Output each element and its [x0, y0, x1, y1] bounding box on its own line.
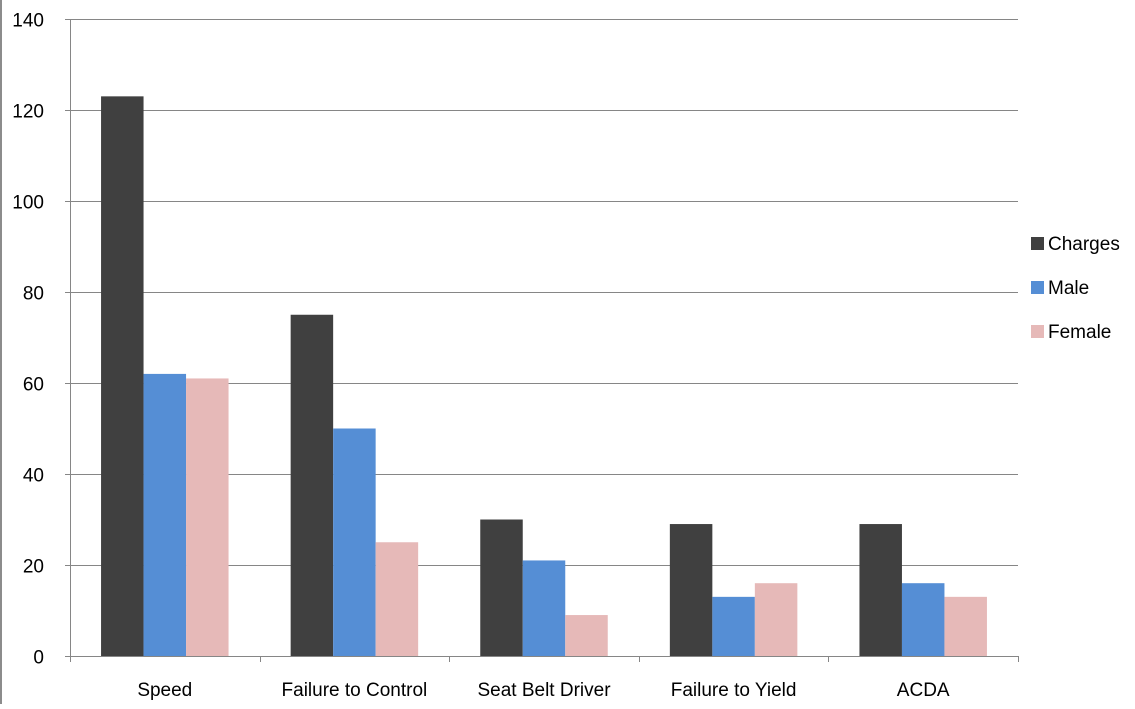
x-tick-label: ACDA	[897, 680, 950, 701]
y-tick-label: 120	[12, 102, 44, 123]
x-tick-label: Failure to Control	[282, 680, 428, 701]
y-tick-label: 80	[23, 284, 44, 305]
bar-female-failure-to-yield	[754, 583, 798, 656]
bar-female-seat-belt-driver	[565, 615, 608, 656]
y-tick-label: 100	[12, 193, 44, 214]
legend-label-charges: Charges	[1048, 234, 1120, 255]
legend-label-male: Male	[1048, 278, 1089, 299]
bar-charges-seat-belt-driver	[480, 519, 523, 656]
bar-female-failure-to-control	[375, 542, 419, 656]
y-tick-label: 40	[23, 466, 44, 487]
bar-male-failure-to-control	[333, 428, 376, 656]
y-tick-labels: 0 20 40 60 80 100 120 140	[12, 11, 44, 669]
legend: Charges Male Female	[1031, 234, 1120, 343]
x-tick-label: Failure to Yield	[671, 680, 797, 701]
bars	[101, 96, 987, 657]
bar-male-seat-belt-driver	[522, 560, 566, 656]
bar-female-speed	[186, 378, 229, 656]
bar-charges-acda	[859, 524, 902, 656]
x-tick-labels: Speed Failure to Control Seat Belt Driver F…	[137, 680, 950, 701]
y-tick-label: 20	[23, 557, 44, 578]
legend-label-female: Female	[1048, 322, 1111, 343]
bar-charges-failure-to-yield	[669, 524, 713, 656]
legend-swatch-male	[1031, 281, 1044, 294]
bar-female-acda	[944, 596, 987, 656]
legend-swatch-female	[1031, 325, 1044, 338]
legend-swatch-charges	[1031, 237, 1044, 250]
y-tick-label: 140	[12, 11, 44, 32]
bar-male-speed	[143, 373, 187, 656]
bar-charges-speed	[101, 96, 144, 657]
y-tick-label: 0	[33, 648, 44, 669]
axes	[65, 19, 1019, 662]
y-tick-label: 60	[23, 375, 44, 396]
x-tick-label: Speed	[137, 680, 192, 701]
x-tick-label: Seat Belt Driver	[477, 680, 611, 701]
bar-male-failure-to-yield	[712, 596, 755, 656]
bar-male-acda	[901, 583, 945, 656]
bar-charges-failure-to-control	[290, 314, 334, 656]
chart-frame-border	[0, 0, 2, 704]
